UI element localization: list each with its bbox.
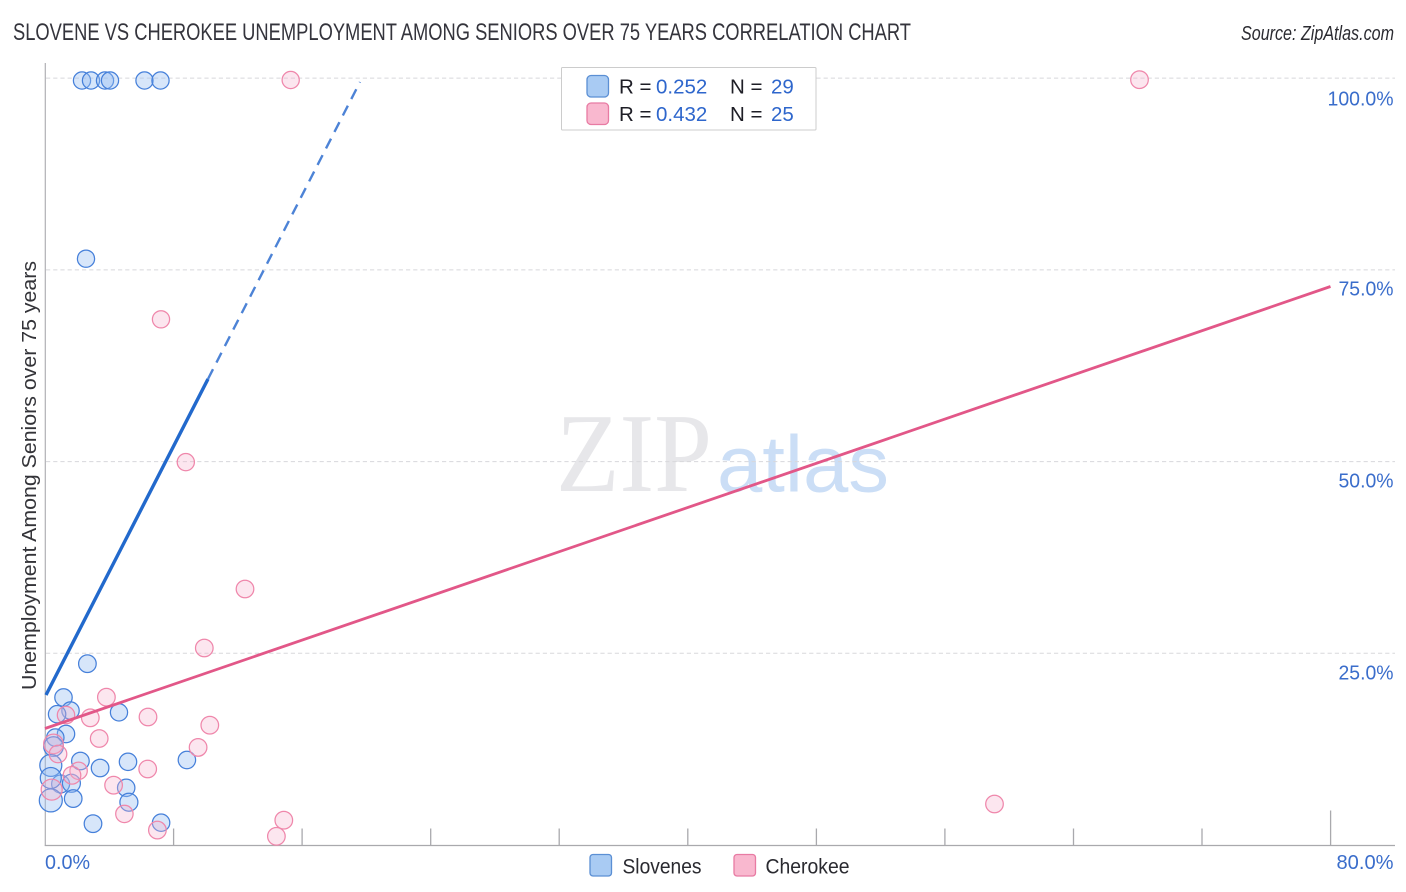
svg-text:0.432: 0.432 <box>656 103 707 126</box>
svg-text:SLOVENE VS CHEROKEE UNEMPLOYME: SLOVENE VS CHEROKEE UNEMPLOYMENT AMONG S… <box>13 19 911 46</box>
svg-text:29: 29 <box>771 76 794 99</box>
svg-text:ZIP: ZIP <box>556 392 712 516</box>
svg-text:Source: ZipAtlas.com: Source: ZipAtlas.com <box>1241 22 1394 45</box>
svg-text:Unemployment Among Seniors ove: Unemployment Among Seniors over 75 years <box>19 261 41 690</box>
svg-text:75.0%: 75.0% <box>1339 278 1394 301</box>
svg-text:25: 25 <box>771 103 794 126</box>
svg-text:100.0%: 100.0% <box>1328 88 1394 111</box>
svg-text:Cherokee: Cherokee <box>766 856 850 879</box>
svg-text:0.0%: 0.0% <box>45 851 90 874</box>
svg-text:0.252: 0.252 <box>656 76 707 99</box>
svg-text:atlas: atlas <box>717 420 889 509</box>
svg-text:R =: R = <box>619 103 651 126</box>
svg-text:Slovenes: Slovenes <box>623 856 702 879</box>
svg-text:N =: N = <box>730 103 762 126</box>
svg-text:80.0%: 80.0% <box>1337 851 1394 874</box>
svg-text:50.0%: 50.0% <box>1339 470 1394 493</box>
svg-text:25.0%: 25.0% <box>1339 662 1394 685</box>
svg-text:R =: R = <box>619 76 651 99</box>
svg-text:N =: N = <box>730 76 762 99</box>
